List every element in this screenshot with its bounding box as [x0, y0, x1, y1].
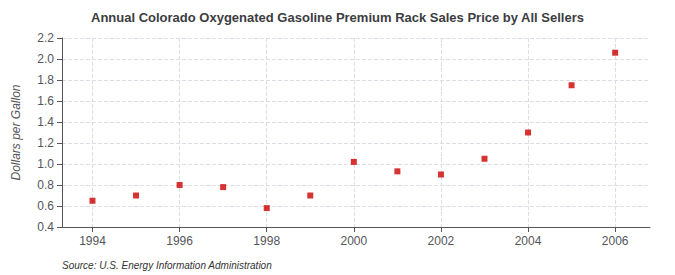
svg-text:1.6: 1.6 [37, 94, 54, 108]
svg-text:1.8: 1.8 [37, 73, 54, 87]
svg-text:1.4: 1.4 [37, 115, 54, 129]
svg-text:1994: 1994 [79, 234, 106, 248]
svg-text:2006: 2006 [602, 234, 629, 248]
svg-text:2000: 2000 [340, 234, 367, 248]
svg-text:Dollars per Gallon: Dollars per Gallon [9, 84, 23, 180]
svg-text:Source: U.S. Energy Informatio: Source: U.S. Energy Information Administ… [62, 260, 272, 271]
svg-text:1996: 1996 [166, 234, 193, 248]
svg-text:2.2: 2.2 [37, 31, 54, 45]
svg-text:1998: 1998 [253, 234, 280, 248]
svg-text:1.2: 1.2 [37, 136, 54, 150]
svg-text:0.4: 0.4 [37, 220, 54, 234]
svg-text:Annual Colorado Oxygenated Gas: Annual Colorado Oxygenated Gasoline Prem… [91, 10, 584, 25]
svg-text:2002: 2002 [428, 234, 455, 248]
svg-text:2004: 2004 [515, 234, 542, 248]
svg-text:2.0: 2.0 [37, 52, 54, 66]
svg-text:1.0: 1.0 [37, 157, 54, 171]
svg-text:0.6: 0.6 [37, 199, 54, 213]
svg-text:0.8: 0.8 [37, 178, 54, 192]
